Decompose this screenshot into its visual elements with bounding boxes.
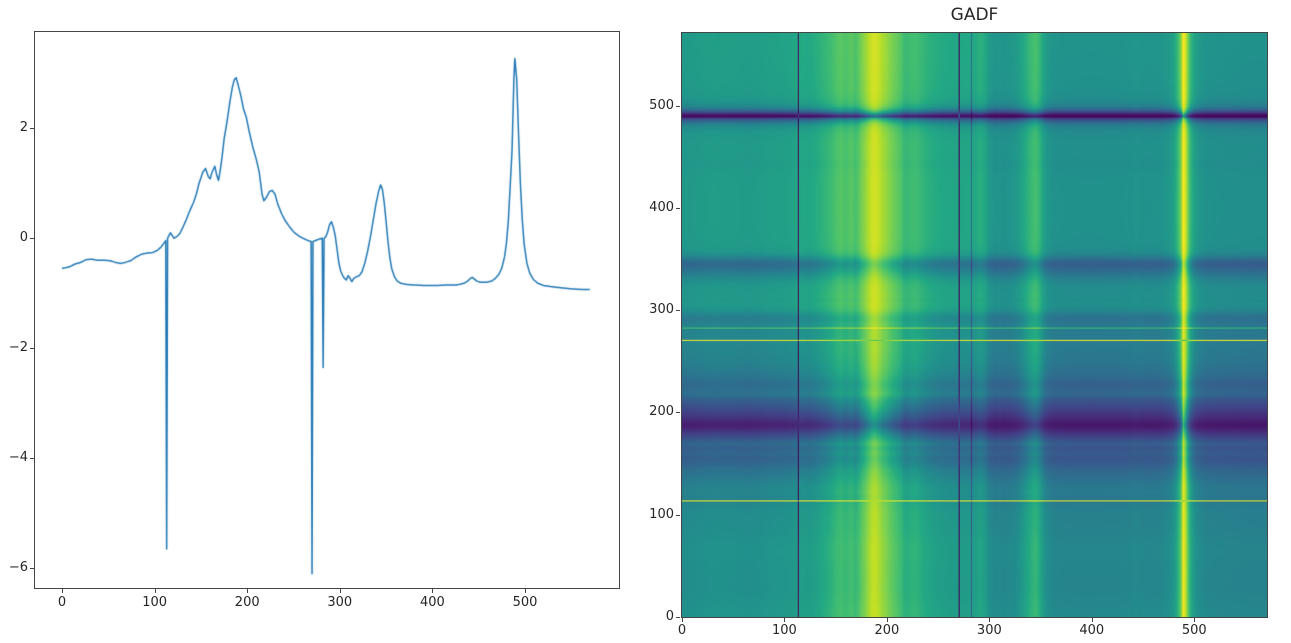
x-tick-mark: [886, 618, 888, 622]
y-tick-label: 400: [649, 199, 674, 215]
x-tick-mark: [1091, 618, 1093, 622]
x-tick-mark: [247, 589, 249, 593]
y-tick-label: −6: [8, 560, 28, 576]
x-tick-label: 400: [419, 595, 445, 610]
y-tick-label: 500: [649, 97, 674, 113]
y-tick-mark: [676, 105, 680, 107]
y-tick-mark: [676, 310, 680, 312]
y-tick-mark: [30, 568, 34, 570]
x-tick-mark: [682, 618, 683, 622]
y-tick-label: 100: [649, 506, 674, 522]
x-tick-mark: [525, 589, 526, 593]
gadf-heatmap-image: [682, 33, 1267, 617]
x-tick-label: 100: [772, 623, 797, 638]
heatmap-title: GADF: [950, 5, 999, 25]
line-plot: [34, 31, 620, 589]
x-tick-mark: [784, 618, 786, 622]
gadf-heatmap: [681, 32, 1268, 618]
line-plot-image: [35, 32, 619, 588]
y-tick-label: 2: [19, 120, 28, 136]
x-tick-label: 200: [874, 623, 900, 638]
x-tick-label: 100: [142, 595, 168, 610]
y-tick-label: −2: [8, 340, 28, 356]
x-tick-label: 400: [1079, 623, 1105, 638]
x-tick-mark: [989, 618, 991, 622]
x-tick-mark: [62, 589, 64, 593]
x-tick-mark: [154, 589, 156, 593]
x-tick-label: 0: [57, 595, 67, 610]
x-tick-label: 500: [1181, 623, 1207, 638]
x-tick-label: 200: [234, 595, 260, 610]
y-tick-label: 200: [649, 404, 674, 420]
y-tick-mark: [676, 207, 680, 209]
y-tick-mark: [30, 128, 34, 130]
y-tick-mark: [30, 458, 34, 460]
y-tick-label: 0: [665, 609, 674, 624]
x-tick-label: 300: [976, 623, 1002, 638]
x-tick-mark: [1194, 618, 1196, 622]
y-tick-mark: [30, 348, 34, 350]
x-tick-mark: [339, 589, 341, 593]
x-tick-label: 500: [512, 595, 538, 610]
y-tick-label: 300: [649, 302, 674, 318]
y-tick-mark: [676, 412, 680, 414]
y-tick-mark: [676, 514, 680, 516]
y-tick-label: −4: [8, 450, 28, 466]
y-tick-label: 0: [19, 230, 28, 246]
x-tick-label: 300: [327, 595, 353, 610]
y-tick-mark: [676, 617, 680, 618]
x-tick-label: 0: [677, 623, 687, 638]
y-tick-mark: [30, 238, 34, 240]
x-tick-mark: [432, 589, 434, 593]
